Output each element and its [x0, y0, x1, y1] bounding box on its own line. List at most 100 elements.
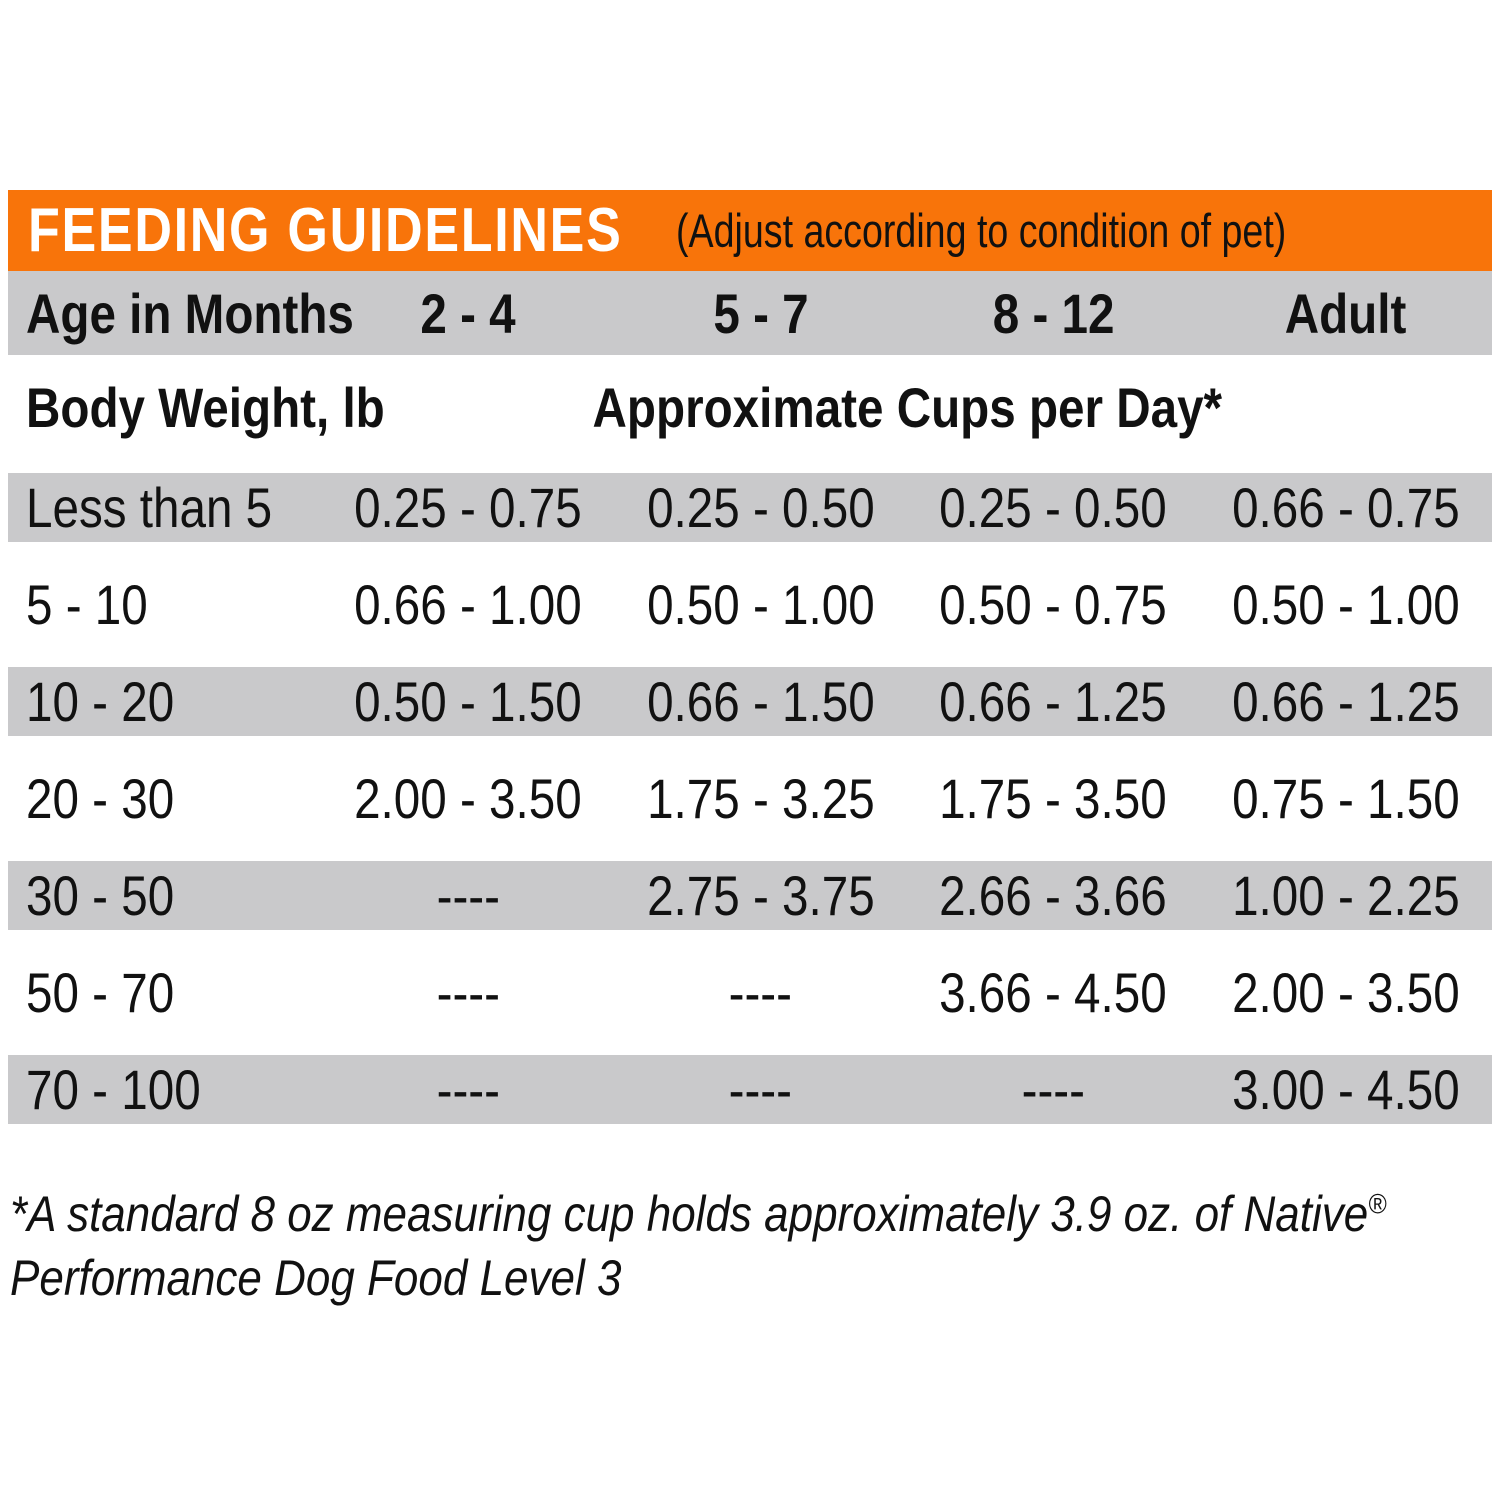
- cups-value: 0.50 - 1.50: [354, 670, 583, 733]
- cups-value: 3.00 - 4.50: [1231, 1058, 1460, 1121]
- value-cell: 0.25 - 0.50: [907, 475, 1200, 540]
- weight-cell: 5 - 10: [8, 572, 322, 637]
- cups-value: 1.00 - 2.25: [1231, 864, 1460, 927]
- weight-cell: 10 - 20: [8, 669, 322, 734]
- subheader-row: Body Weight, lb Approximate Cups per Day…: [8, 355, 1492, 459]
- cups-value: 0.25 - 0.75: [354, 476, 583, 539]
- age-in-months-label: Age in Months: [26, 281, 354, 345]
- cups-value: 0.66 - 1.50: [646, 670, 875, 733]
- weight-range-label: 5 - 10: [26, 573, 148, 636]
- value-cell: 0.66 - 0.75: [1200, 475, 1493, 540]
- cups-value: ----: [729, 1058, 793, 1121]
- cups-value: 0.66 - 1.25: [1231, 670, 1460, 733]
- value-cell: 3.00 - 4.50: [1200, 1057, 1493, 1122]
- value-cell: ----: [615, 1057, 908, 1122]
- age-column-8-12: 8 - 12: [992, 281, 1115, 345]
- cups-value: 2.00 - 3.50: [354, 767, 583, 830]
- value-cell: ----: [322, 960, 615, 1025]
- table-title: FEEDING GUIDELINES: [28, 196, 623, 265]
- age-column-adult: Adult: [1284, 281, 1407, 345]
- table-title-bar: FEEDING GUIDELINES (Adjust according to …: [8, 190, 1492, 271]
- value-cell: 2.75 - 3.75: [615, 863, 908, 928]
- cups-value: 0.75 - 1.50: [1231, 767, 1460, 830]
- cups-value: 3.66 - 4.50: [939, 961, 1168, 1024]
- body-weight-label: Body Weight, lb: [26, 375, 385, 439]
- footnote: *A standard 8 oz measuring cup holds app…: [8, 1182, 1492, 1310]
- value-cell: 2.00 - 3.50: [1200, 960, 1493, 1025]
- age-header-label-cell: Age in Months: [8, 281, 354, 346]
- age-column-header: Adult: [1200, 281, 1493, 346]
- feeding-guidelines-table: FEEDING GUIDELINES (Adjust according to …: [8, 190, 1492, 1310]
- table-body: Less than 5 0.25 - 0.75 0.25 - 0.50 0.25 - …: [8, 459, 1492, 1138]
- value-cell: 0.50 - 1.50: [322, 669, 615, 734]
- value-cell: 1.75 - 3.50: [907, 766, 1200, 831]
- table-row: 30 - 50 ---- 2.75 - 3.75 2.66 - 3.66 1.00 - …: [8, 847, 1492, 944]
- cups-value: 0.66 - 1.25: [939, 670, 1168, 733]
- cups-value: ----: [436, 1058, 500, 1121]
- weight-range-label: Less than 5: [26, 476, 273, 539]
- cups-value: 0.66 - 1.00: [354, 573, 583, 636]
- cups-value: 0.66 - 0.75: [1231, 476, 1460, 539]
- value-cell: ----: [322, 1057, 615, 1122]
- value-cell: 0.50 - 0.75: [907, 572, 1200, 637]
- cups-value: ----: [436, 864, 500, 927]
- cups-value: ----: [729, 961, 793, 1024]
- cups-value: 0.25 - 0.50: [646, 476, 875, 539]
- value-cell: ----: [322, 863, 615, 928]
- value-cell: 0.66 - 1.25: [907, 669, 1200, 734]
- weight-range-label: 20 - 30: [26, 767, 175, 830]
- cups-value: ----: [436, 961, 500, 1024]
- value-cell: 0.66 - 1.00: [322, 572, 615, 637]
- cups-value: 0.50 - 0.75: [939, 573, 1168, 636]
- age-column-header: 5 - 7: [615, 281, 908, 346]
- value-cell: 0.50 - 1.00: [1200, 572, 1493, 637]
- footnote-text: *A standard 8 oz measuring cup holds app…: [10, 1186, 1369, 1242]
- weight-cell: 70 - 100: [8, 1057, 322, 1122]
- cups-value: 1.75 - 3.50: [939, 767, 1168, 830]
- table-row: 70 - 100 ---- ---- ---- 3.00 - 4.50: [8, 1041, 1492, 1138]
- weight-range-label: 10 - 20: [26, 670, 175, 733]
- table-row: 50 - 70 ---- ---- 3.66 - 4.50 2.00 - 3.50: [8, 944, 1492, 1041]
- value-cell: 0.66 - 1.50: [615, 669, 908, 734]
- weight-cell: Less than 5: [8, 475, 322, 540]
- age-column-2-4: 2 - 4: [420, 281, 516, 345]
- value-cell: 1.00 - 2.25: [1200, 863, 1493, 928]
- age-column-header: 8 - 12: [907, 281, 1200, 346]
- age-column-5-7: 5 - 7: [713, 281, 809, 345]
- value-cell: ----: [907, 1057, 1200, 1122]
- table-row: 10 - 20 0.50 - 1.50 0.66 - 1.50 0.66 - 1.25…: [8, 653, 1492, 750]
- table-row: Less than 5 0.25 - 0.75 0.25 - 0.50 0.25 - …: [8, 459, 1492, 556]
- weight-range-label: 50 - 70: [26, 961, 175, 1024]
- weight-range-label: 70 - 100: [26, 1058, 201, 1121]
- cups-value: 2.75 - 3.75: [646, 864, 875, 927]
- registered-trademark-symbol: ®: [1368, 1188, 1387, 1220]
- weight-cell: 30 - 50: [8, 863, 322, 928]
- footnote-line-1: *A standard 8 oz measuring cup holds app…: [10, 1182, 1386, 1246]
- weight-cell: 20 - 30: [8, 766, 322, 831]
- value-cell: 3.66 - 4.50: [907, 960, 1200, 1025]
- cups-value: 0.25 - 0.50: [939, 476, 1168, 539]
- table-row: 5 - 10 0.66 - 1.00 0.50 - 1.00 0.50 - 0.75 0…: [8, 556, 1492, 653]
- body-weight-header-cell: Body Weight, lb: [8, 375, 385, 440]
- value-cell: 1.75 - 3.25: [615, 766, 908, 831]
- cups-per-day-label: Approximate Cups per Day*: [592, 375, 1222, 439]
- cups-value: 0.50 - 1.00: [646, 573, 875, 636]
- value-cell: 0.25 - 0.75: [322, 475, 615, 540]
- value-cell: 2.66 - 3.66: [907, 863, 1200, 928]
- value-cell: 2.00 - 3.50: [322, 766, 615, 831]
- cups-value: ----: [1021, 1058, 1085, 1121]
- table-row: 20 - 30 2.00 - 3.50 1.75 - 3.25 1.75 - 3.50…: [8, 750, 1492, 847]
- cups-value: 1.75 - 3.25: [646, 767, 875, 830]
- weight-range-label: 30 - 50: [26, 864, 175, 927]
- age-header-row: Age in Months 2 - 4 5 - 7 8 - 12 Adult: [8, 271, 1492, 355]
- cups-value: 2.00 - 3.50: [1231, 961, 1460, 1024]
- age-column-header: 2 - 4: [322, 281, 615, 346]
- value-cell: 0.66 - 1.25: [1200, 669, 1493, 734]
- table-subtitle: (Adjust according to condition of pet): [675, 204, 1287, 257]
- cups-value: 0.50 - 1.00: [1231, 573, 1460, 636]
- footnote-line-2: Performance Dog Food Level 3: [10, 1250, 622, 1306]
- cups-per-day-header-cell: Approximate Cups per Day*: [322, 375, 1492, 440]
- value-cell: ----: [615, 960, 908, 1025]
- value-cell: 0.25 - 0.50: [615, 475, 908, 540]
- value-cell: 0.75 - 1.50: [1200, 766, 1493, 831]
